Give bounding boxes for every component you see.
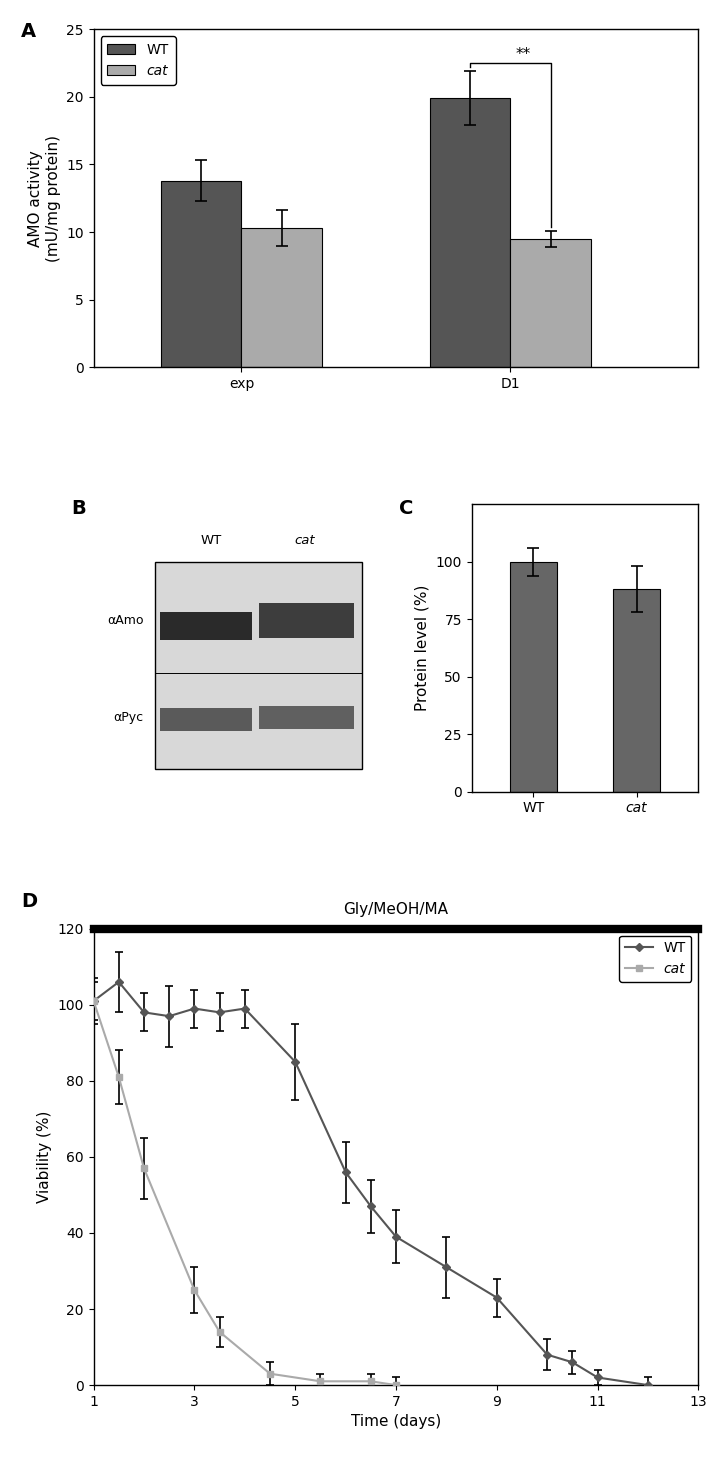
- Bar: [510, 239, 591, 367]
- Bar: [161, 181, 241, 367]
- Text: C: C: [399, 499, 413, 518]
- Text: **: **: [516, 47, 531, 61]
- X-axis label: Time (days): Time (days): [351, 1414, 441, 1429]
- Text: αAmo: αAmo: [107, 614, 143, 627]
- Text: Gly/MeOH/MA: Gly/MeOH/MA: [343, 903, 449, 917]
- Legend: WT, cat: WT, cat: [101, 36, 176, 85]
- Bar: [160, 612, 251, 640]
- Text: cat: cat: [294, 535, 315, 547]
- Text: WT: WT: [200, 535, 221, 547]
- Bar: [241, 227, 322, 367]
- Text: B: B: [71, 499, 86, 518]
- Y-axis label: Protein level (%): Protein level (%): [415, 585, 430, 712]
- Bar: [510, 561, 557, 792]
- Bar: [258, 706, 354, 729]
- Text: D: D: [21, 892, 37, 911]
- Bar: [258, 604, 354, 637]
- Text: A: A: [21, 22, 36, 41]
- Legend: WT, cat: WT, cat: [619, 936, 691, 981]
- Y-axis label: AMO activity
(mU/mg protein): AMO activity (mU/mg protein): [28, 134, 60, 261]
- Y-axis label: Viability (%): Viability (%): [37, 1111, 52, 1203]
- Text: αPyc: αPyc: [113, 710, 143, 723]
- Bar: [160, 709, 251, 732]
- Bar: [430, 98, 510, 367]
- Bar: [613, 589, 660, 792]
- Bar: [155, 561, 362, 768]
